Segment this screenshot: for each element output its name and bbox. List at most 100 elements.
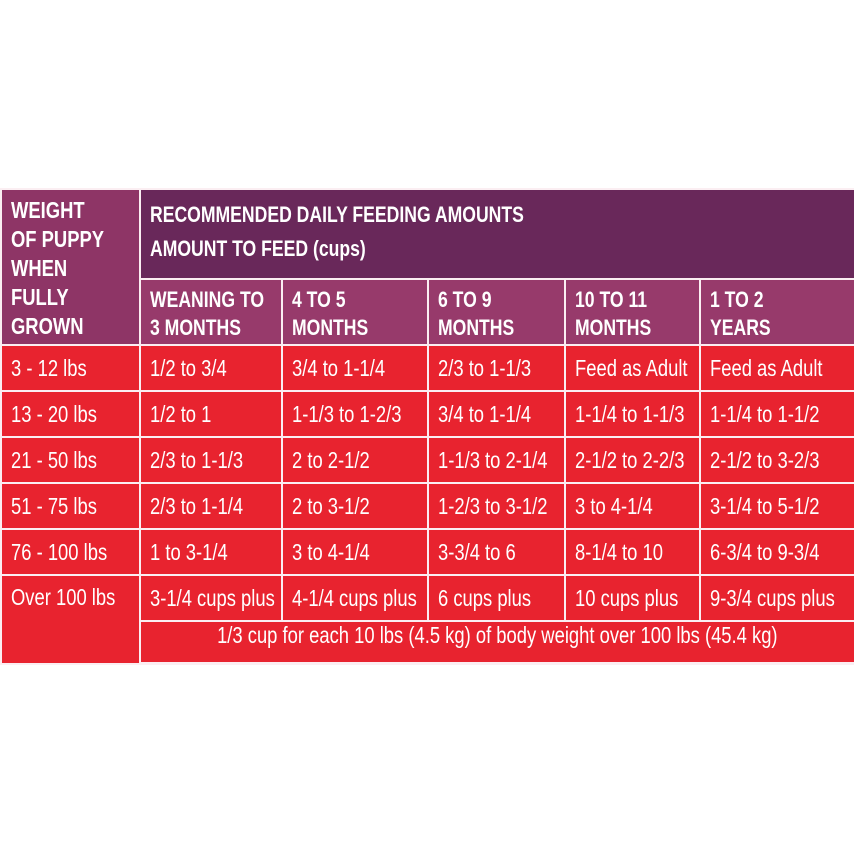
- weight-cell-text: 51 - 75 lbs: [11, 492, 97, 519]
- feeding-table: WEIGHT OF PUPPY WHEN FULLY GROWN RECOMME…: [0, 188, 854, 664]
- amount-cell-text: 8-1/4 to 10: [575, 538, 663, 565]
- amount-cell-text: 1 to 3-1/4: [150, 538, 228, 565]
- column-header: WEANING TO 3 MONTHS: [139, 278, 283, 346]
- table-row: 3 - 12 lbs 1/2 to 3/4 3/4 to 1-1/4 2/3 to 1…: [0, 344, 854, 392]
- amount-cell-text: 3/4 to 1-1/4: [438, 400, 532, 427]
- amount-cell: 10 cups plus: [564, 574, 701, 621]
- column-header: 10 TO 11 MONTHS: [564, 278, 701, 346]
- amount-cell-text: Feed as Adult: [710, 354, 823, 381]
- table-body: 3 - 12 lbs 1/2 to 3/4 3/4 to 1-1/4 2/3 to 1…: [0, 344, 854, 664]
- table-row: Over 100 lbs 3-1/4 cups plus 4-1/4 cups pl…: [0, 574, 854, 663]
- amount-cell: 3-1/4 cups plus: [139, 574, 283, 621]
- amount-cell-text: 3/4 to 1-1/4: [292, 354, 386, 381]
- amount-cell: 2 to 2-1/2: [281, 436, 429, 484]
- amount-cell: 8-1/4 to 10: [564, 528, 701, 576]
- weight-cell-text: 21 - 50 lbs: [11, 446, 97, 473]
- amount-cell: 2/3 to 1-1/4: [139, 482, 283, 530]
- amount-cell-text: 2-1/2 to 3-2/3: [710, 446, 820, 473]
- amount-cell: 1 to 3-1/4: [139, 528, 283, 576]
- amount-cell: 9-3/4 cups plus: [698, 574, 854, 621]
- amount-cell: 3/4 to 1-1/4: [281, 344, 429, 392]
- table-row: 76 - 100 lbs 1 to 3-1/4 3 to 4-1/4 3-3/4 to…: [0, 528, 854, 576]
- amount-cell-text: 1-2/3 to 3-1/2: [438, 492, 548, 519]
- weight-cell: 21 - 50 lbs: [0, 436, 141, 484]
- amount-cell: 4-1/4 cups plus: [281, 574, 429, 621]
- weight-cell: 76 - 100 lbs: [0, 528, 141, 576]
- weight-cell: Over 100 lbs: [0, 574, 141, 663]
- table-title-cell: RECOMMENDED DAILY FEEDING AMOUNTS AMOUNT…: [138, 188, 854, 280]
- weight-cell-text: 76 - 100 lbs: [11, 538, 108, 565]
- amount-cell-text: 4-1/4 cups plus: [292, 584, 417, 611]
- amount-cell: 1-1/4 to 1-1/3: [564, 390, 701, 438]
- amount-cell-text: Feed as Adult: [575, 354, 688, 381]
- table-title: RECOMMENDED DAILY FEEDING AMOUNTS: [150, 202, 524, 227]
- amount-cell: 2 to 3-1/2: [281, 482, 429, 530]
- amount-cell: 1-1/4 to 1-1/2: [698, 390, 854, 438]
- amount-cell: 3 to 4-1/4: [281, 528, 429, 576]
- amount-cell: 3/4 to 1-1/4: [427, 390, 566, 438]
- weight-cell-text: 13 - 20 lbs: [11, 400, 97, 427]
- weight-header-line: WEIGHT: [11, 197, 85, 223]
- note-text: 1/3 cup for each 10 lbs (4.5 kg) of body…: [217, 622, 778, 648]
- weight-header-line: GROWN: [11, 313, 84, 339]
- weight-column-header: WEIGHT OF PUPPY WHEN FULLY GROWN: [0, 188, 141, 346]
- column-header-line: MONTHS: [292, 315, 369, 340]
- amount-cell-text: 2 to 3-1/2: [292, 492, 370, 519]
- amount-cell: 1-1/3 to 2-1/4: [427, 436, 566, 484]
- table-row: 51 - 75 lbs 2/3 to 1-1/4 2 to 3-1/2 1-2/3 t…: [0, 482, 854, 530]
- column-header-line: YEARS: [710, 315, 771, 340]
- amount-cell-text: 1/2 to 1: [150, 400, 212, 427]
- amount-cell-text: 6-3/4 to 9-3/4: [710, 538, 820, 565]
- amount-cell-text: 1-1/3 to 2-1/4: [438, 446, 548, 473]
- column-header-line: 1 TO 2: [710, 287, 764, 312]
- weight-header-line: OF PUPPY: [11, 226, 105, 252]
- weight-cell: 13 - 20 lbs: [0, 390, 141, 438]
- weight-cell: 3 - 12 lbs: [0, 344, 141, 392]
- weight-cell: 51 - 75 lbs: [0, 482, 141, 530]
- amount-cell-text: 3-1/4 cups plus: [150, 584, 275, 611]
- amount-cell-text: 1/2 to 3/4: [150, 354, 227, 381]
- amount-cell: 2/3 to 1-1/3: [427, 344, 566, 392]
- amount-cell: Feed as Adult: [564, 344, 701, 392]
- column-header-line: WEANING TO: [150, 287, 265, 312]
- weight-cell-text: Over 100 lbs: [11, 584, 116, 610]
- weight-header-line: WHEN: [11, 255, 68, 281]
- amount-cell-text: 1-1/4 to 1-1/3: [575, 400, 685, 427]
- amount-cell: 2/3 to 1-1/3: [139, 436, 283, 484]
- amount-cell-text: 3 to 4-1/4: [575, 492, 653, 519]
- amount-cell-text: 1-1/3 to 1-2/3: [292, 400, 402, 427]
- amount-cell-text: 9-3/4 cups plus: [710, 584, 835, 611]
- table-row: 13 - 20 lbs 1/2 to 1 1-1/3 to 1-2/3 3/4 to …: [0, 390, 854, 438]
- table-row: 21 - 50 lbs 2/3 to 1-1/3 2 to 2-1/2 1-1/3 t…: [0, 436, 854, 484]
- table-subtitle: AMOUNT TO FEED (cups): [150, 236, 366, 261]
- amount-cell: 1-1/3 to 1-2/3: [281, 390, 429, 438]
- amount-cell: 3 to 4-1/4: [564, 482, 701, 530]
- amount-cell-text: 2/3 to 1-1/4: [150, 492, 244, 519]
- amount-cell: Feed as Adult: [698, 344, 854, 392]
- column-header-line: 4 TO 5: [292, 287, 346, 312]
- amount-cell: 1-2/3 to 3-1/2: [427, 482, 566, 530]
- column-header-line: 10 TO 11: [575, 287, 648, 312]
- amount-cell: 1/2 to 3/4: [139, 344, 283, 392]
- column-header-line: MONTHS: [438, 315, 515, 340]
- amount-cell-text: 1-1/4 to 1-1/2: [710, 400, 820, 427]
- column-header-line: 3 MONTHS: [150, 315, 241, 340]
- amount-cell: 6 cups plus: [427, 574, 566, 621]
- amount-cell-text: 2 to 2-1/2: [292, 446, 370, 473]
- amount-cell-text: 6 cups plus: [438, 584, 532, 611]
- column-header-line: 6 TO 9: [438, 287, 492, 312]
- amount-cell: 2-1/2 to 2-2/3: [564, 436, 701, 484]
- amount-cell-text: 2-1/2 to 2-2/3: [575, 446, 685, 473]
- amount-cell: 6-3/4 to 9-3/4: [698, 528, 854, 576]
- amount-cell: 3-1/4 to 5-1/2: [698, 482, 854, 530]
- amount-cell-text: 3-1/4 to 5-1/2: [710, 492, 820, 519]
- amount-cell: 2-1/2 to 3-2/3: [698, 436, 854, 484]
- amount-cell-text: 2/3 to 1-1/3: [150, 446, 244, 473]
- note-cell: 1/3 cup for each 10 lbs (4.5 kg) of body…: [138, 620, 854, 664]
- column-header: 4 TO 5 MONTHS: [281, 278, 429, 346]
- weight-cell-text: 3 - 12 lbs: [11, 354, 87, 381]
- column-header: 1 TO 2 YEARS: [698, 278, 854, 346]
- note-row: 1/3 cup for each 10 lbs (4.5 kg) of body…: [1, 620, 854, 664]
- amount-cell-text: 3-3/4 to 6: [438, 538, 516, 565]
- amount-cell-text: 10 cups plus: [575, 584, 679, 611]
